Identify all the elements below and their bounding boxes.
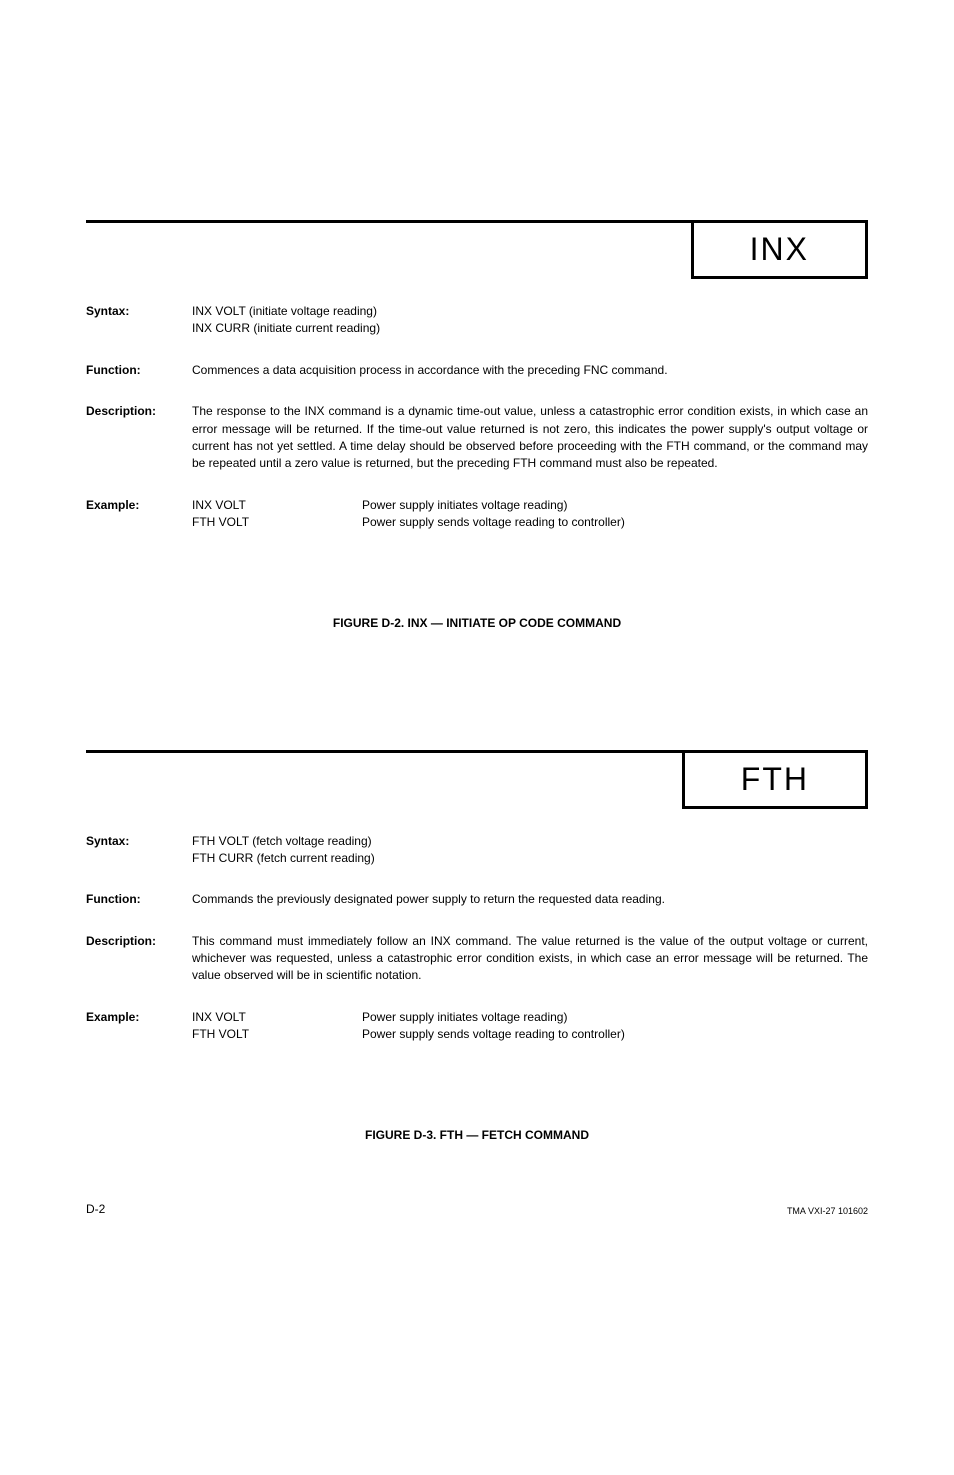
example-cmd: FTH VOLT: [192, 514, 362, 531]
page-footer: D-2 TMA VXI-27 101602: [86, 1202, 868, 1216]
example-row: Example: INX VOLT FTH VOLT Power supply …: [86, 1009, 868, 1044]
cmd-box-row: INX: [86, 220, 868, 279]
syntax-label: Syntax:: [86, 833, 192, 868]
function-row: Function: Commences a data acquisition p…: [86, 362, 868, 379]
example-desc: Power supply sends voltage reading to co…: [362, 514, 868, 531]
description-label: Description:: [86, 933, 192, 985]
example-cmd: INX VOLT: [192, 1009, 362, 1026]
example-body: INX VOLT FTH VOLT Power supply initiates…: [192, 1009, 868, 1044]
section-inx: INX Syntax: INX VOLT (initiate voltage r…: [86, 220, 868, 630]
syntax-line: FTH CURR (fetch current reading): [192, 850, 868, 867]
description-row: Description: This command must immediate…: [86, 933, 868, 985]
function-body: Commands the previously designated power…: [192, 891, 868, 908]
syntax-line: INX CURR (initiate current reading): [192, 320, 868, 337]
example-cmd: INX VOLT: [192, 497, 362, 514]
example-label: Example:: [86, 497, 192, 532]
example-col2: Power supply initiates voltage reading) …: [362, 497, 868, 532]
page-number: D-2: [86, 1202, 105, 1216]
syntax-label: Syntax:: [86, 303, 192, 338]
syntax-row: Syntax: INX VOLT (initiate voltage readi…: [86, 303, 868, 338]
cmd-box-row: FTH: [86, 750, 868, 809]
function-label: Function:: [86, 362, 192, 379]
function-body: Commences a data acquisition process in …: [192, 362, 868, 379]
syntax-body: FTH VOLT (fetch voltage reading) FTH CUR…: [192, 833, 868, 868]
syntax-line: FTH VOLT (fetch voltage reading): [192, 833, 868, 850]
description-body: The response to the INX command is a dyn…: [192, 403, 868, 473]
figure-caption: FIGURE D-3. FTH — FETCH COMMAND: [86, 1128, 868, 1142]
example-desc: Power supply initiates voltage reading): [362, 1009, 868, 1026]
example-desc: Power supply initiates voltage reading): [362, 497, 868, 514]
example-col1: INX VOLT FTH VOLT: [192, 497, 362, 532]
example-label: Example:: [86, 1009, 192, 1044]
syntax-line: INX VOLT (initiate voltage reading): [192, 303, 868, 320]
syntax-row: Syntax: FTH VOLT (fetch voltage reading)…: [86, 833, 868, 868]
example-desc: Power supply sends voltage reading to co…: [362, 1026, 868, 1043]
example-cmd: FTH VOLT: [192, 1026, 362, 1043]
figure-caption: FIGURE D-2. INX — INITIATE OP CODE COMMA…: [86, 616, 868, 630]
section-fth: FTH Syntax: FTH VOLT (fetch voltage read…: [86, 750, 868, 1142]
syntax-body: INX VOLT (initiate voltage reading) INX …: [192, 303, 868, 338]
example-row: Example: INX VOLT FTH VOLT Power supply …: [86, 497, 868, 532]
description-row: Description: The response to the INX com…: [86, 403, 868, 473]
cmd-title: INX: [691, 223, 868, 279]
example-col2: Power supply initiates voltage reading) …: [362, 1009, 868, 1044]
function-row: Function: Commands the previously design…: [86, 891, 868, 908]
function-label: Function:: [86, 891, 192, 908]
doc-id: TMA VXI-27 101602: [787, 1206, 868, 1216]
cmd-title: FTH: [682, 753, 868, 809]
description-body: This command must immediately follow an …: [192, 933, 868, 985]
example-col1: INX VOLT FTH VOLT: [192, 1009, 362, 1044]
description-label: Description:: [86, 403, 192, 473]
example-body: INX VOLT FTH VOLT Power supply initiates…: [192, 497, 868, 532]
